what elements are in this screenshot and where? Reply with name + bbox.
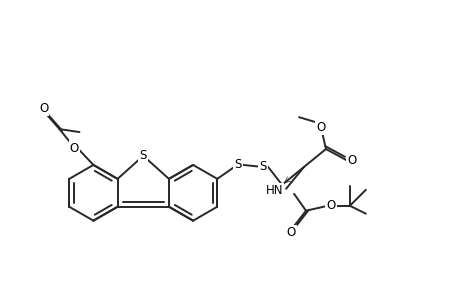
Text: O: O — [316, 121, 325, 134]
Text: O: O — [325, 199, 335, 212]
Text: O: O — [347, 154, 356, 167]
Text: HN: HN — [265, 184, 282, 197]
Text: O: O — [70, 142, 79, 154]
Text: O: O — [39, 102, 48, 115]
Text: S: S — [139, 149, 146, 162]
Text: S: S — [234, 158, 241, 171]
Text: O: O — [286, 226, 295, 239]
Text: S: S — [259, 160, 266, 173]
